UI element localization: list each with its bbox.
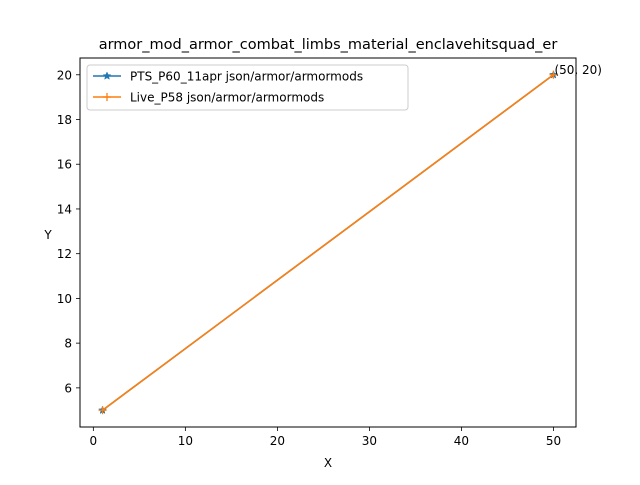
- y-tick-label: 8: [64, 337, 72, 351]
- y-tick-label: 20: [57, 68, 72, 82]
- series-line-2: [102, 74, 554, 411]
- x-tick-label: 20: [270, 434, 285, 448]
- x-tick-label: 50: [546, 434, 561, 448]
- data-point-marker: [98, 406, 107, 415]
- y-tick-label: 16: [57, 158, 72, 172]
- y-tick-label: 18: [57, 113, 72, 127]
- y-tick-label: 12: [57, 247, 72, 261]
- legend-label: Live_P58 json/armor/armormods: [130, 91, 324, 105]
- data-point-marker: [549, 70, 558, 79]
- series-layer: [98, 70, 558, 415]
- point-annotation: (50, 20): [554, 63, 602, 77]
- y-tick-label: 10: [57, 292, 72, 306]
- x-axis-label: X: [324, 456, 332, 470]
- plot-area-frame: [79, 57, 577, 428]
- legend-entries: PTS_P60_11apr json/armor/armormods Live_P…: [93, 70, 363, 105]
- legend-swatch-marker: [103, 93, 111, 101]
- y-tick-label: 14: [57, 202, 72, 216]
- legend-swatch-marker: [102, 71, 112, 80]
- legend-frame: [86, 64, 409, 111]
- x-tick-label: 40: [454, 434, 469, 448]
- legend-label: PTS_P60_11apr json/armor/armormods: [130, 70, 363, 84]
- chart-title: armor_mod_armor_combat_limbs_material_en…: [99, 37, 558, 53]
- annotation-layer: (50, 20): [554, 63, 602, 77]
- y-axis-label: Y: [43, 228, 52, 242]
- y-axis-ticks: 6 8 10 12 14 16 18 20: [57, 68, 80, 395]
- x-axis-ticks: 0 10 20 30 40 50: [90, 427, 561, 448]
- x-tick-label: 0: [90, 434, 98, 448]
- legend: PTS_P60_11apr json/armor/armormods Live_P…: [86, 64, 409, 111]
- legend-entry: Live_P58 json/armor/armormods: [93, 91, 324, 105]
- y-tick-label: 6: [64, 381, 72, 395]
- x-tick-label: 10: [178, 434, 193, 448]
- legend-entry: PTS_P60_11apr json/armor/armormods: [93, 70, 363, 84]
- x-tick-label: 30: [362, 434, 377, 448]
